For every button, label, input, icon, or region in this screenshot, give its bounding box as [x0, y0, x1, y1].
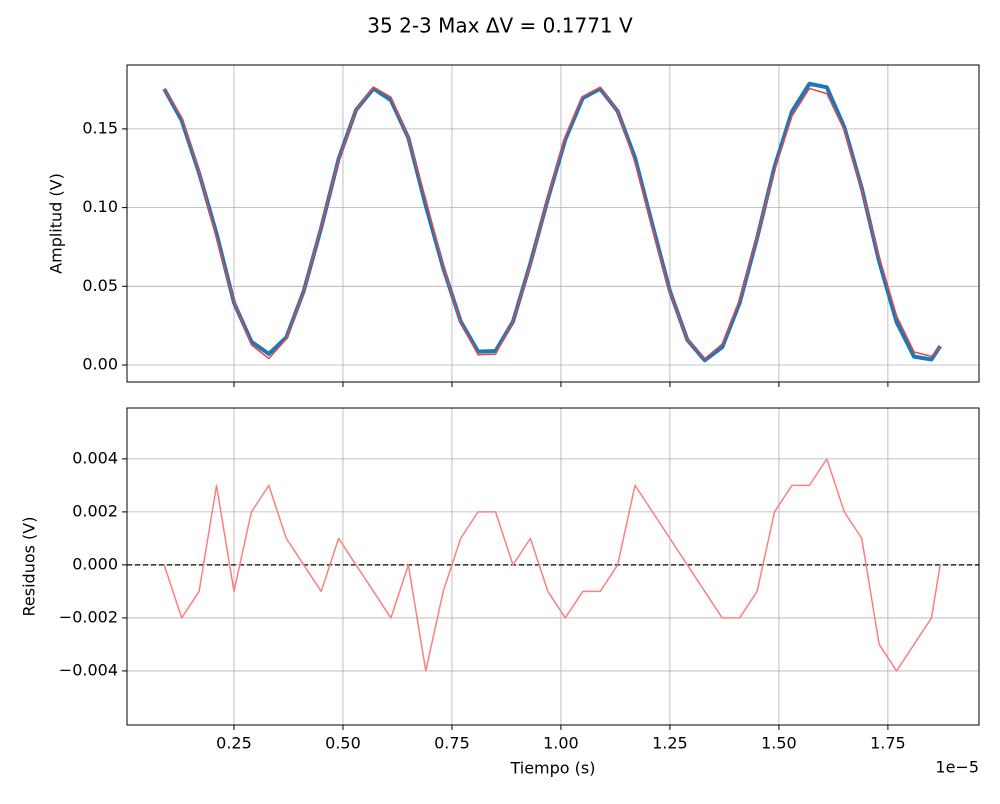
y-tick-label: 0.00: [82, 355, 118, 374]
x-tick-label: 1.75: [870, 734, 906, 753]
x-tick-label: 0.75: [434, 734, 470, 753]
y-tick-label: 0.004: [72, 448, 118, 467]
y-tick-label: 0.000: [72, 554, 118, 573]
x-tick-label: 1.25: [652, 734, 688, 753]
x-tick-label: 0.50: [325, 734, 361, 753]
y-tick-label: 0.10: [82, 197, 118, 216]
axes-frame: [126, 64, 980, 383]
y-tick-label: −0.004: [59, 660, 118, 679]
x-axis-label: Tiempo (s): [509, 759, 595, 778]
x-tick-label: 1.00: [543, 734, 579, 753]
y-tick-label: −0.002: [59, 607, 118, 626]
y-tick-label: 0.002: [72, 501, 118, 520]
axes-frame: [126, 407, 980, 726]
data-line: [163, 458, 941, 672]
figure-title: 35 2-3 Max ΔV = 0.1771 V: [367, 14, 633, 38]
y-axis-label: Residuos (V): [20, 517, 39, 617]
x-offset-label: 1e−5: [935, 758, 979, 777]
data-line: [163, 86, 941, 360]
y-tick-label: 0.05: [82, 276, 118, 295]
y-axis-label: Amplitud (V): [47, 173, 66, 274]
y-tick-label: 0.15: [82, 118, 118, 137]
x-tick-label: 0.25: [216, 734, 252, 753]
x-tick-label: 1.50: [761, 734, 797, 753]
